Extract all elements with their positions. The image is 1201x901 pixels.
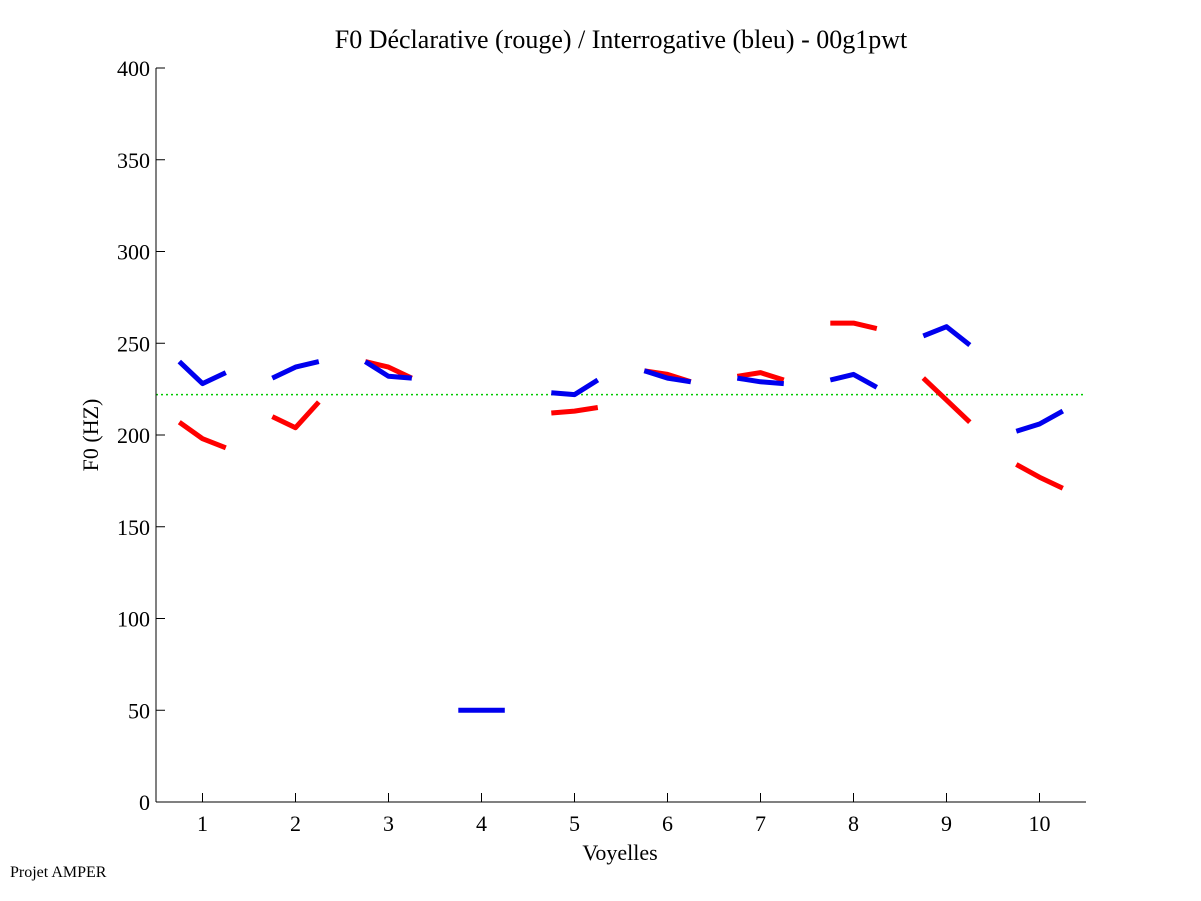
series-segment: [1015, 408, 1065, 434]
series-segment: [177, 359, 227, 387]
series-segment: [177, 420, 227, 451]
y-tick-label: 0: [139, 790, 150, 815]
x-tick-label: 9: [941, 811, 952, 836]
series-segment: [551, 377, 600, 398]
series-segment: [551, 405, 599, 416]
x-tick-label: 4: [476, 811, 487, 836]
series-segment: [271, 359, 320, 381]
y-tick-label: 250: [117, 331, 150, 356]
y-tick-label: 50: [128, 698, 150, 723]
series-segment: [363, 359, 412, 381]
x-tick-label: 7: [755, 811, 766, 836]
series-segment: [736, 370, 785, 383]
series-segment: [829, 371, 879, 390]
y-tick-label: 400: [117, 56, 150, 81]
axes: 0 50 100 150 200 250 300 350 400 1 2 3 4 5 6 7 8 9 10: [117, 56, 1086, 836]
series-segment: [364, 359, 413, 381]
x-tick-label: 10: [1029, 811, 1051, 836]
x-tick-label: 1: [197, 811, 208, 836]
y-tick-label: 150: [117, 515, 150, 540]
series-segment: [271, 400, 321, 431]
series-d-clarative: [177, 320, 1064, 491]
y-tick-label: 200: [117, 423, 150, 448]
series-segment: [643, 368, 692, 385]
chart-title: F0 Déclarative (rouge) / Interrogative (…: [335, 25, 908, 54]
y-tick-label: 350: [117, 148, 150, 173]
plot-area: [156, 68, 1086, 802]
y-axis-label: F0 (HZ): [78, 399, 103, 472]
series-segment: [830, 320, 878, 332]
x-tick-label: 2: [290, 811, 301, 836]
x-tick-label: 5: [569, 811, 580, 836]
y-tick-label: 300: [117, 240, 150, 265]
x-tick-label: 6: [662, 811, 673, 836]
series-segment: [922, 324, 972, 348]
y-tick-label: 100: [117, 607, 150, 632]
series-interrogative: [177, 324, 1065, 713]
series-segment: [921, 376, 972, 425]
series-segment: [736, 375, 784, 387]
series-layer: [177, 320, 1065, 713]
series-segment: [1015, 462, 1064, 491]
footer-credit: Projet AMPER: [10, 864, 107, 881]
x-tick-label: 3: [383, 811, 394, 836]
x-tick-label: 8: [848, 811, 859, 836]
x-axis-label: Voyelles: [582, 840, 657, 865]
